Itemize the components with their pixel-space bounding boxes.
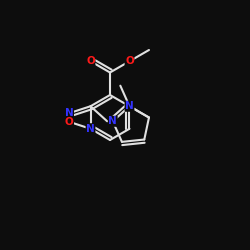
Text: O: O: [86, 56, 95, 66]
Text: N: N: [125, 101, 134, 111]
Text: N: N: [65, 108, 74, 118]
Text: O: O: [125, 56, 134, 66]
Text: N: N: [86, 124, 95, 134]
Text: N: N: [108, 116, 117, 126]
Text: O: O: [65, 117, 74, 127]
